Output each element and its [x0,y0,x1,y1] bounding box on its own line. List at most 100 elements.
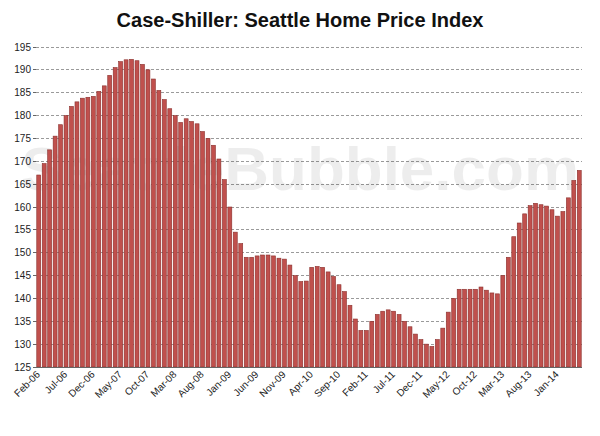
x-tick-label: Jan-09 [204,368,234,398]
bar [141,64,145,367]
bar [135,61,139,367]
bar [173,116,177,367]
bar [250,257,254,367]
y-tick [33,115,36,116]
y-tick-label: 135 [14,316,31,327]
bar [304,281,308,367]
bar [261,255,265,367]
y-tick-label: 145 [14,270,31,281]
bar [452,298,456,367]
bar [441,328,445,367]
bar [517,223,521,367]
bar [162,100,166,367]
y-tick-label: 160 [14,202,31,213]
bar [572,180,576,367]
bar [195,124,199,367]
grid-line [36,229,582,230]
bar [315,266,319,367]
x-tick-label: Oct-07 [122,368,151,397]
y-tick [33,344,36,345]
grid [36,47,582,367]
x-tick-label: Jun-09 [231,368,261,398]
bar [190,122,194,367]
bar [446,312,450,367]
y-tick [33,69,36,70]
x-tick-label: May-07 [93,368,125,400]
chart: Case-Shiller: Seattle Home Price Index12… [0,0,600,436]
bar [217,159,221,367]
y-tick-label: 190 [14,64,31,75]
bar [463,289,467,367]
bar [468,289,472,367]
bar [474,289,478,367]
bar [228,207,232,367]
grid-line [36,207,582,208]
grid-line [36,344,582,345]
x-tick-label: May-12 [420,368,452,400]
bar [222,180,226,367]
bar [42,164,46,367]
bar [523,214,527,367]
bar [37,175,41,367]
bar [435,340,439,367]
bar [206,138,210,367]
grid-line [36,367,582,368]
bar [577,170,581,367]
bar [359,330,363,367]
bar [75,102,79,367]
bar [490,293,494,367]
bar [566,198,570,367]
bar [561,212,565,367]
bar [430,346,434,367]
bar [282,259,286,367]
y-tick-label: 150 [14,247,31,258]
bar [397,314,401,367]
bar [386,310,390,367]
y-tick [33,367,36,368]
x-tick-label: Jan-14 [531,368,561,398]
x-tick-label: Aug-08 [175,368,206,399]
bar [59,125,63,367]
bar [512,237,516,367]
y-tick [33,252,36,253]
x-tick-label: Feb-06 [12,368,42,398]
grid-line [36,115,582,116]
y-tick-label: 195 [14,42,31,53]
chart-title: Case-Shiller: Seattle Home Price Index [117,9,484,31]
bar [244,257,248,367]
bar [545,206,549,367]
bar [479,287,483,367]
grid-line [36,298,582,299]
bar [113,68,117,367]
bar [332,276,336,367]
x-tick-label: Oct-12 [450,368,479,397]
bar [211,145,215,367]
bar [495,294,499,367]
bar [424,344,428,367]
bar [419,340,423,367]
bar [102,86,106,367]
y-tick-label: 130 [14,339,31,350]
bar [293,276,297,367]
bar [179,122,183,367]
bar [64,116,68,367]
bar [80,98,84,367]
bar [457,289,461,367]
bar [534,203,538,367]
x-tick-label: Dec-06 [66,368,97,399]
y-tick [33,321,36,322]
bar [48,150,52,367]
bar [501,276,505,367]
x-tick-label: Mar-13 [476,368,506,398]
x-tick-label: Aug-13 [503,368,534,399]
x-tick-label: Nov-09 [257,368,288,399]
bar [539,205,543,367]
y-tick-label: 155 [14,224,31,235]
bar [277,258,281,367]
y-tick [33,92,36,93]
y-tick [33,298,36,299]
x-tick-label: Feb-11 [340,368,370,398]
grid-line [36,321,582,322]
bar [353,319,357,367]
y-tick [33,207,36,208]
